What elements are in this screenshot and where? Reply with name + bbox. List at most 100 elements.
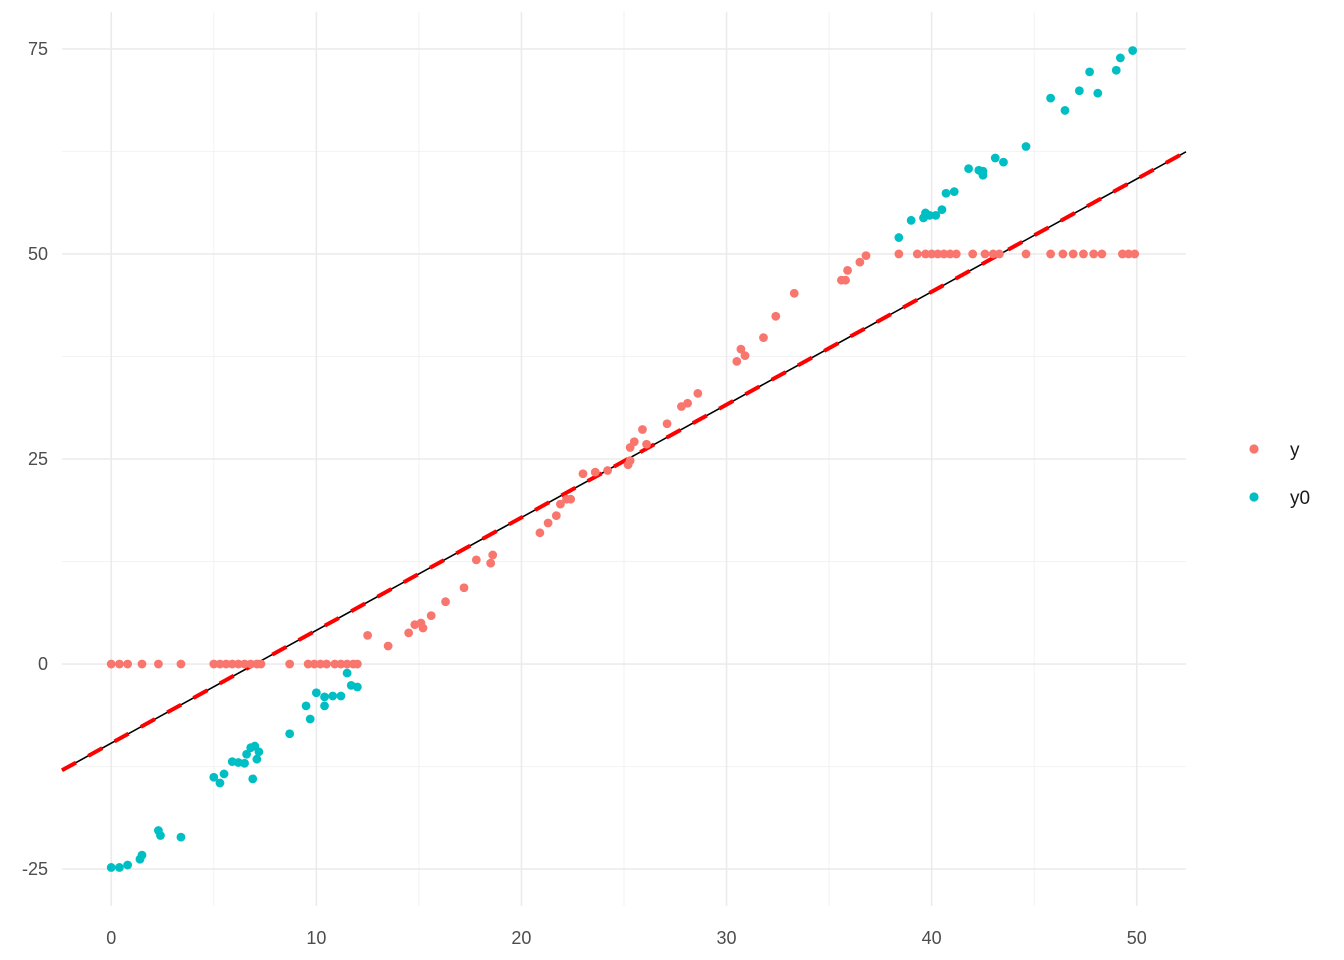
point-y (638, 425, 647, 434)
point-y (246, 659, 256, 669)
point-y0 (242, 749, 251, 759)
point-y (683, 398, 692, 408)
y-tick-label: 75 (28, 39, 48, 59)
point-y (383, 641, 393, 651)
point-y0 (328, 691, 338, 701)
point-y0 (1060, 106, 1070, 115)
point-y (426, 611, 436, 621)
point-y0 (301, 701, 311, 711)
point-y (418, 623, 428, 633)
point-y (1118, 249, 1127, 259)
point-y (771, 311, 781, 321)
point-y0 (156, 831, 165, 840)
point-y0 (336, 691, 346, 701)
point-y (566, 494, 576, 504)
point-y (578, 469, 588, 479)
point-y (861, 251, 871, 260)
point-y0 (106, 863, 116, 872)
point-y0 (1074, 86, 1084, 96)
point-y0 (894, 233, 904, 242)
point-y0 (176, 832, 186, 842)
point-y (1058, 249, 1068, 259)
point-y (322, 659, 331, 669)
x-axis-tick-labels: 0 10 20 30 40 50 (106, 928, 1147, 948)
point-y0 (115, 863, 124, 872)
point-y (855, 257, 865, 267)
point-y (459, 583, 469, 593)
y-tick-label: 50 (28, 244, 48, 264)
point-y0 (311, 688, 321, 698)
point-y0 (941, 188, 951, 198)
point-y (215, 659, 225, 669)
point-y (176, 659, 186, 669)
point-y0 (1021, 142, 1031, 151)
point-y (471, 555, 481, 565)
point-y0 (937, 205, 947, 215)
point-y (590, 467, 600, 477)
point-y (759, 333, 768, 343)
point-y (123, 659, 133, 669)
point-y (951, 249, 961, 259)
point-y (980, 249, 990, 259)
point-y (693, 388, 703, 398)
y-axis-tick-labels: -25 0 25 50 75 (22, 39, 48, 879)
point-y0 (925, 211, 935, 220)
point-y (227, 659, 237, 669)
point-y (233, 659, 243, 669)
point-y0 (219, 769, 229, 779)
y-tick-label: -25 (22, 859, 48, 879)
point-y (556, 499, 565, 509)
point-y (939, 249, 949, 259)
point-y (486, 558, 496, 568)
x-tick-label: 40 (922, 928, 942, 948)
x-tick-label: 10 (306, 928, 326, 948)
point-y (137, 659, 147, 669)
point-y (342, 659, 352, 669)
x-tick-label: 0 (106, 928, 116, 948)
point-y0 (135, 854, 145, 864)
point-y (535, 528, 545, 538)
point-y (736, 344, 746, 354)
point-y0 (254, 747, 264, 757)
point-y (441, 597, 450, 607)
point-y (894, 249, 904, 259)
point-y0 (1128, 46, 1138, 55)
point-y0 (1046, 93, 1056, 103)
point-y (841, 275, 850, 285)
point-y (988, 249, 998, 259)
point-y (1124, 249, 1133, 259)
point-y (1021, 249, 1031, 259)
point-y0 (248, 774, 258, 784)
point-y0 (1093, 88, 1103, 98)
point-y0 (978, 166, 988, 176)
x-tick-label: 20 (511, 928, 531, 948)
point-y0 (342, 668, 352, 678)
point-y (154, 659, 163, 669)
point-y (1130, 249, 1140, 259)
legend-label-y: y (1290, 440, 1300, 461)
point-y (363, 630, 373, 640)
point-y0 (906, 215, 916, 225)
point-y (336, 659, 346, 669)
point-y0 (964, 164, 973, 174)
legend: y y0 (1249, 440, 1310, 509)
point-y0 (990, 153, 1000, 163)
point-y (945, 249, 955, 259)
point-y0 (215, 778, 225, 788)
point-y (106, 659, 116, 669)
point-y (843, 265, 852, 275)
x-tick-label: 50 (1127, 928, 1147, 948)
point-y0 (1111, 65, 1121, 75)
legend-key-y0 (1249, 492, 1259, 502)
point-y (1068, 249, 1078, 259)
point-y0 (999, 157, 1008, 167)
point-y (209, 659, 219, 669)
point-y0 (252, 754, 262, 764)
point-y (625, 456, 635, 466)
point-y (603, 466, 612, 475)
point-y0 (123, 860, 133, 870)
point-y (662, 419, 672, 429)
point-y0 (285, 729, 295, 739)
point-y (221, 659, 231, 669)
